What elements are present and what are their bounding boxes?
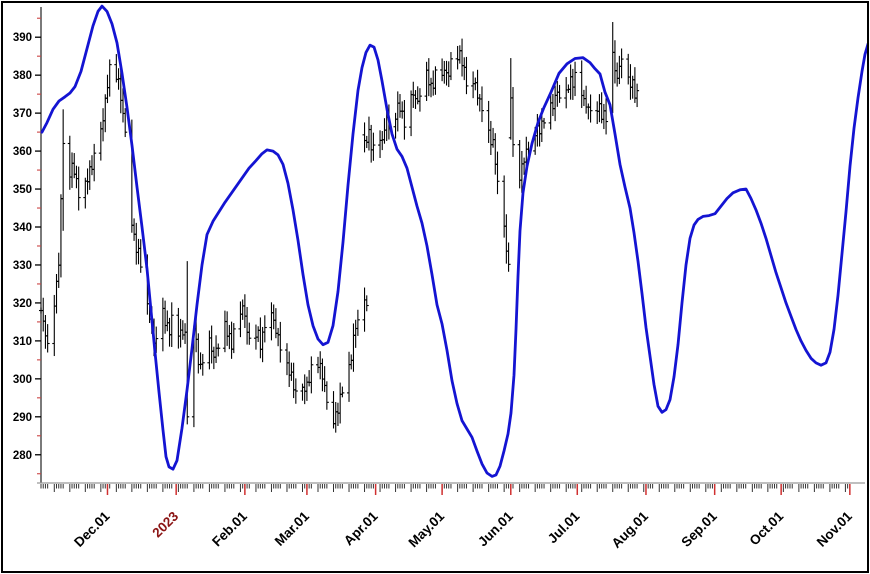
svg-text:Mar.01: Mar.01 [272,508,313,549]
svg-text:Feb.01: Feb.01 [209,508,250,549]
svg-text:310: 310 [13,336,32,348]
svg-text:320: 320 [13,298,32,310]
svg-text:Apr.01: Apr.01 [341,508,381,548]
svg-text:280: 280 [13,450,32,462]
svg-text:2023: 2023 [149,508,181,540]
svg-text:May.01: May.01 [405,508,447,550]
svg-text:290: 290 [13,412,32,424]
svg-text:Dec.01: Dec.01 [71,508,113,550]
svg-text:390: 390 [13,32,32,44]
svg-text:Jul.01: Jul.01 [545,508,583,546]
svg-text:350: 350 [13,184,32,196]
svg-text:340: 340 [13,222,32,234]
svg-text:Oct.01: Oct.01 [746,508,786,548]
svg-text:370: 370 [13,108,32,120]
svg-text:Aug.01: Aug.01 [609,508,652,551]
svg-text:Sep.01: Sep.01 [678,508,720,550]
chart-canvas: 280 290 300 310 320 330 340 350 360 370 380 390 Dec.… [13,4,867,551]
svg-text:330: 330 [13,260,32,272]
svg-text:Jun.01: Jun.01 [475,508,516,549]
svg-text:380: 380 [13,70,32,82]
svg-text:300: 300 [13,374,32,386]
svg-text:Nov.01: Nov.01 [814,508,856,550]
svg-text:360: 360 [13,146,32,158]
